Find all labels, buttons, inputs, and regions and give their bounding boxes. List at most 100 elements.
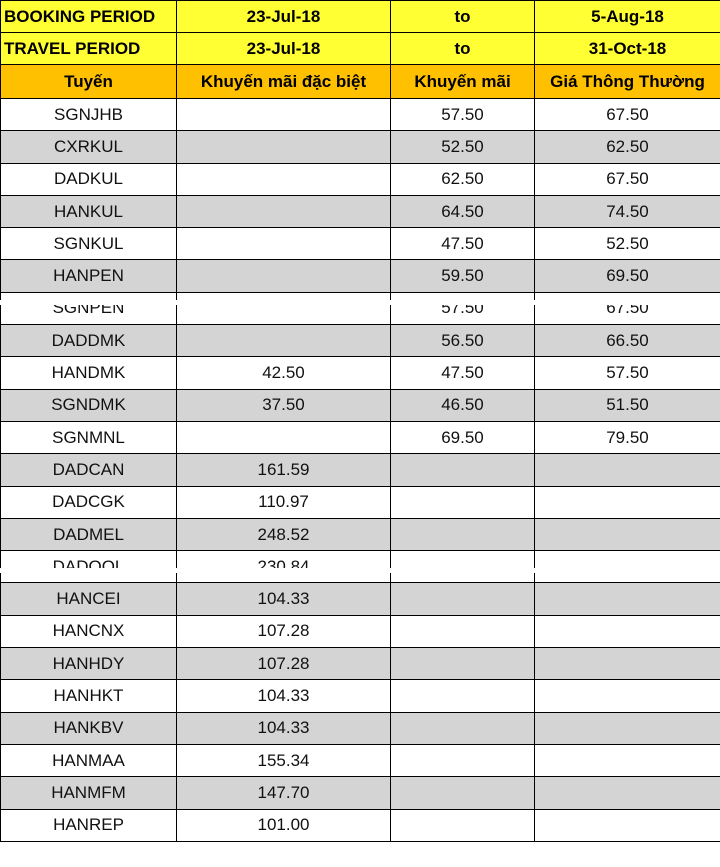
route-cell: DADCGK <box>0 485 177 519</box>
booking-period-label: BOOKING PERIOD <box>0 0 177 33</box>
promo-cell <box>390 647 535 681</box>
table-row: DADMEL 248.52 <box>0 517 720 552</box>
route-cell: SGNPEN <box>0 291 177 326</box>
promo-cell <box>390 776 535 810</box>
promo-cell <box>390 550 535 584</box>
special-promo-cell: 104.33 <box>176 582 391 616</box>
regular-price-cell <box>534 647 720 681</box>
booking-period-from: 23-Jul-18 <box>176 0 391 33</box>
route-cell: HANMAA <box>0 743 177 778</box>
special-promo-cell <box>176 291 391 326</box>
special-promo-cell: 110.97 <box>176 485 391 519</box>
table-row: SGNMNL 69.50 79.50 <box>0 420 720 455</box>
travel-period-to-word: to <box>390 32 535 65</box>
table-row: HANCEI 104.33 <box>0 582 720 616</box>
route-cell: SGNJHB <box>0 97 177 132</box>
special-promo-cell <box>176 227 391 261</box>
special-promo-cell: 155.34 <box>176 743 391 778</box>
travel-period-label: TRAVEL PERIOD <box>0 32 177 65</box>
promo-cell: 64.50 <box>390 194 535 229</box>
travel-period-from: 23-Jul-18 <box>176 32 391 65</box>
regular-price-cell <box>534 776 720 810</box>
table-row: CXRKUL 52.50 62.50 <box>0 130 720 164</box>
promo-cell: 46.50 <box>390 388 535 422</box>
special-promo-cell: 101.00 <box>176 808 391 842</box>
route-cell: HANCEI <box>0 582 177 616</box>
route-cell: DADOOL <box>0 550 177 584</box>
special-promo-cell: 161.59 <box>176 453 391 487</box>
route-cell: CXRKUL <box>0 130 177 164</box>
regular-price-cell: 67.50 <box>534 291 720 326</box>
special-promo-cell <box>176 259 391 293</box>
promo-cell <box>390 679 535 713</box>
booking-period-to: 5-Aug-18 <box>534 0 720 33</box>
special-promo-cell: 107.28 <box>176 614 391 649</box>
regular-price-cell <box>534 550 720 584</box>
promo-cell <box>390 808 535 842</box>
promo-cell: 47.50 <box>390 227 535 261</box>
promo-cell <box>390 614 535 649</box>
table-row: DADDMK 56.50 66.50 <box>0 324 720 358</box>
promo-cell <box>390 743 535 778</box>
regular-price-cell: 67.50 <box>534 97 720 132</box>
promo-cell: 69.50 <box>390 420 535 455</box>
promo-cell <box>390 485 535 519</box>
regular-price-cell: 67.50 <box>534 162 720 196</box>
regular-price-cell <box>534 485 720 519</box>
table-row: DADCGK 110.97 <box>0 485 720 519</box>
regular-price-cell: 79.50 <box>534 420 720 455</box>
table-row: HANREP 101.00 <box>0 808 720 842</box>
regular-price-cell <box>534 711 720 745</box>
route-cell: DADMEL <box>0 517 177 552</box>
regular-price-cell: 51.50 <box>534 388 720 422</box>
special-promo-cell: 104.33 <box>176 711 391 745</box>
special-promo-cell <box>176 420 391 455</box>
route-cell: HANCNX <box>0 614 177 649</box>
booking-period-row: BOOKING PERIOD 23-Jul-18 to 5-Aug-18 <box>0 0 720 33</box>
route-cell: HANKBV <box>0 711 177 745</box>
table-row: DADKUL 62.50 67.50 <box>0 162 720 196</box>
special-promo-cell: 147.70 <box>176 776 391 810</box>
table-row: SGNPEN 57.50 67.50 <box>0 291 720 326</box>
route-cell: DADDMK <box>0 324 177 358</box>
column-header-promo: Khuyến mãi <box>390 64 535 99</box>
promo-cell: 47.50 <box>390 356 535 390</box>
section-gap <box>0 300 720 305</box>
special-promo-cell <box>176 194 391 229</box>
table-row: HANKBV 104.33 <box>0 711 720 745</box>
special-promo-cell <box>176 162 391 196</box>
regular-price-cell: 62.50 <box>534 130 720 164</box>
special-promo-cell <box>176 130 391 164</box>
promo-cell <box>390 711 535 745</box>
table-row: HANHKT 104.33 <box>0 679 720 713</box>
route-cell: HANMFM <box>0 776 177 810</box>
regular-price-cell <box>534 743 720 778</box>
table-row: HANDMK 42.50 47.50 57.50 <box>0 356 720 390</box>
promo-cell: 52.50 <box>390 130 535 164</box>
regular-price-cell: 57.50 <box>534 356 720 390</box>
route-cell: HANHDY <box>0 647 177 681</box>
regular-price-cell <box>534 453 720 487</box>
special-promo-cell: 37.50 <box>176 388 391 422</box>
route-cell: SGNMNL <box>0 420 177 455</box>
promo-cell <box>390 582 535 616</box>
promo-cell: 57.50 <box>390 291 535 326</box>
table-row: SGNDMK 37.50 46.50 51.50 <box>0 388 720 422</box>
route-cell: DADKUL <box>0 162 177 196</box>
fare-table-sheet: BOOKING PERIOD 23-Jul-18 to 5-Aug-18 TRA… <box>0 0 720 842</box>
table-row: HANPEN 59.50 69.50 <box>0 259 720 293</box>
route-cell: SGNDMK <box>0 388 177 422</box>
route-cell: DADCAN <box>0 453 177 487</box>
table-row: SGNKUL 47.50 52.50 <box>0 227 720 261</box>
regular-price-cell: 52.50 <box>534 227 720 261</box>
special-promo-cell <box>176 324 391 358</box>
promo-cell: 62.50 <box>390 162 535 196</box>
travel-period-row: TRAVEL PERIOD 23-Jul-18 to 31-Oct-18 <box>0 32 720 65</box>
special-promo-cell: 248.52 <box>176 517 391 552</box>
regular-price-cell: 74.50 <box>534 194 720 229</box>
special-promo-cell: 230.84 <box>176 550 391 584</box>
table-row: HANMFM 147.70 <box>0 776 720 810</box>
travel-period-to: 31-Oct-18 <box>534 32 720 65</box>
table-row: DADCAN 161.59 <box>0 453 720 487</box>
table-row: DADOOL 230.84 <box>0 550 720 584</box>
